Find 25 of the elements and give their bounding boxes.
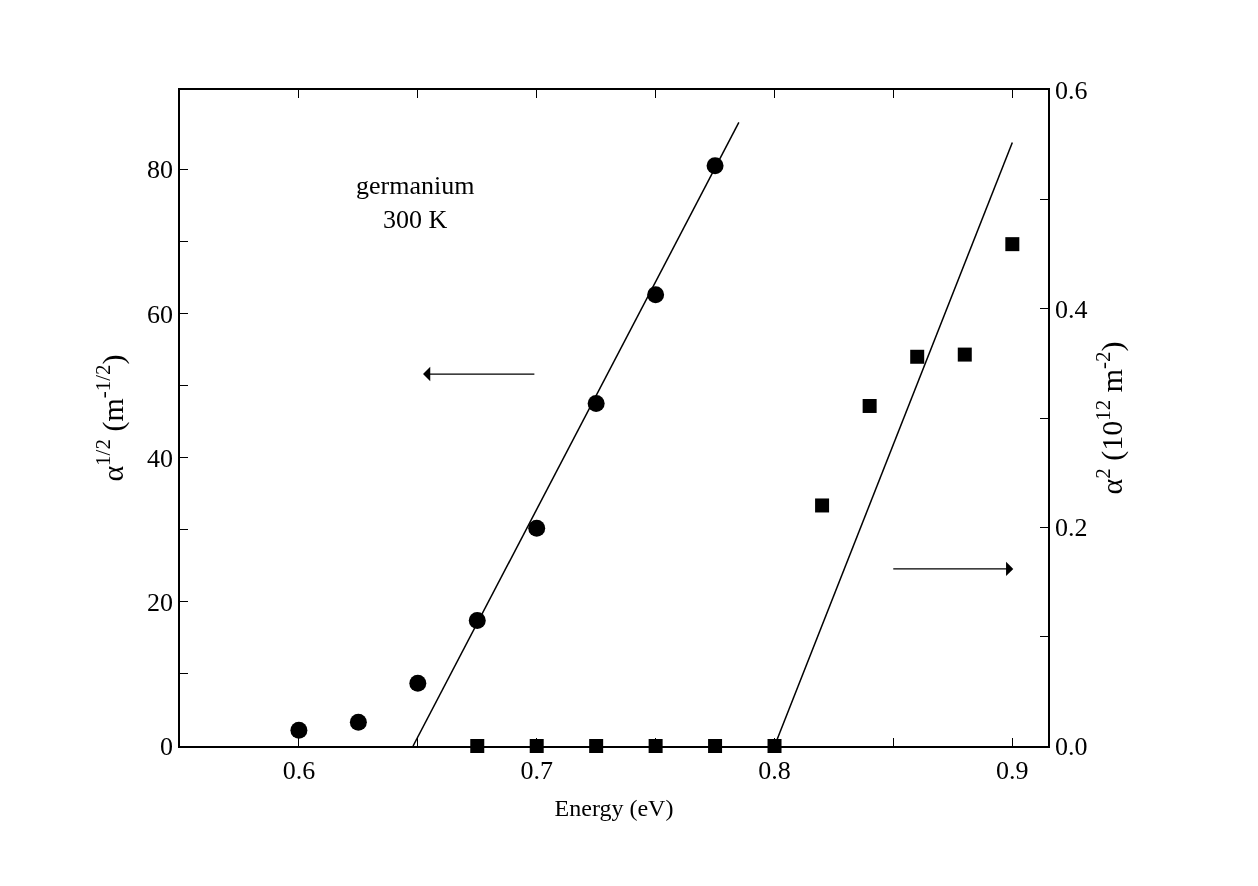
x-tick-label: 0.7 <box>520 755 553 785</box>
text: 0.0 <box>1054 732 1088 762</box>
point <box>349 713 367 731</box>
point <box>528 519 546 537</box>
y2-tick-label: 0.6 <box>1054 76 1088 106</box>
point <box>290 721 308 739</box>
annotation: germanium 300 K <box>356 171 475 234</box>
point <box>862 398 877 413</box>
x-tick-label: 0.9 <box>996 755 1029 785</box>
y2-tick-label: 0.4 <box>1054 294 1088 324</box>
x-axis-title: Energy (eV) <box>554 794 674 821</box>
point <box>409 674 427 692</box>
point <box>815 498 830 513</box>
point <box>957 347 972 362</box>
y-tick-label: 80 <box>147 155 174 185</box>
y-tick-label: 0 <box>160 732 174 762</box>
point <box>1005 237 1020 252</box>
y2-tick-label: 0.2 <box>1054 513 1088 543</box>
x-tick-label: 0.8 <box>758 755 791 785</box>
y-tick-label: 20 <box>147 587 174 617</box>
x-tick-label: 0.6 <box>282 755 316 785</box>
y-tick-label: 60 <box>147 299 174 329</box>
point <box>910 349 925 364</box>
y-tick-label: 40 <box>147 443 174 473</box>
point <box>647 286 665 304</box>
